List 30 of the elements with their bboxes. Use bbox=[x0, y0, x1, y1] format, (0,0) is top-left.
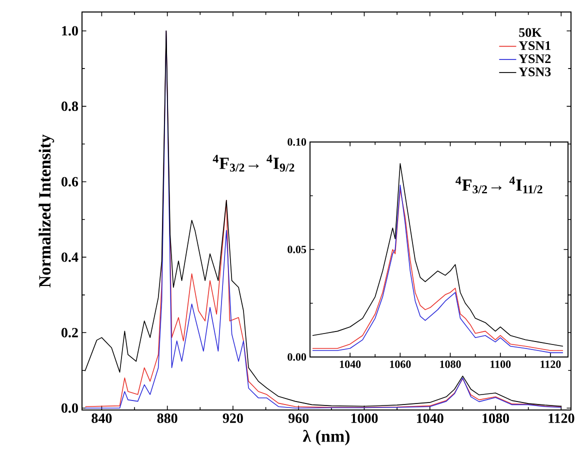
y-tick-label: 0.4 bbox=[62, 252, 78, 262]
legend-label: YSN1 bbox=[518, 41, 550, 50]
y-tick-label: 0.0 bbox=[62, 403, 78, 413]
x-tick-label: 880 bbox=[157, 414, 178, 423]
legend-label: YSN2 bbox=[518, 54, 551, 64]
x-tick-label: 1120 bbox=[548, 414, 574, 423]
y-tick-label: 0.05 bbox=[288, 246, 306, 254]
x-tick-label: 960 bbox=[288, 414, 309, 423]
x-tick-label: 1080 bbox=[440, 360, 461, 368]
x-tick-label: 1060 bbox=[390, 360, 411, 368]
x-tick-label: 1100 bbox=[490, 360, 511, 368]
x-tick-label: 1040 bbox=[340, 360, 361, 368]
y-tick-label: 0.2 bbox=[62, 328, 78, 338]
legend-label: YSN3 bbox=[518, 67, 551, 76]
annotation: $^{4}$F$_{3/2}$→ $^{4}$I$_{11/2}$ bbox=[456, 176, 542, 194]
x-tick-label: 1080 bbox=[482, 414, 509, 423]
annotation: $^{4}$F$_{3/2}$→ $^{4}$I$_{9/2}$ bbox=[212, 154, 294, 172]
y-tick-label: 1.0 bbox=[62, 26, 78, 36]
x-tick-label: 1000 bbox=[351, 414, 378, 423]
x-tick-label: 920 bbox=[222, 414, 243, 423]
x-tick-label: 840 bbox=[92, 414, 112, 423]
x-axis-title: λ (nm) bbox=[302, 430, 350, 446]
y-tick-label: 0.8 bbox=[62, 102, 78, 112]
x-tick-label: 1120 bbox=[540, 360, 561, 368]
y-tick-label: 0.10 bbox=[288, 138, 306, 146]
legend-title: 50K bbox=[519, 28, 542, 37]
x-tick-label: 1040 bbox=[417, 414, 444, 423]
y-axis-title: Normalized Intensity bbox=[38, 134, 54, 288]
y-tick-label: 0.00 bbox=[288, 353, 306, 361]
y-tick-label: 0.6 bbox=[62, 176, 78, 187]
